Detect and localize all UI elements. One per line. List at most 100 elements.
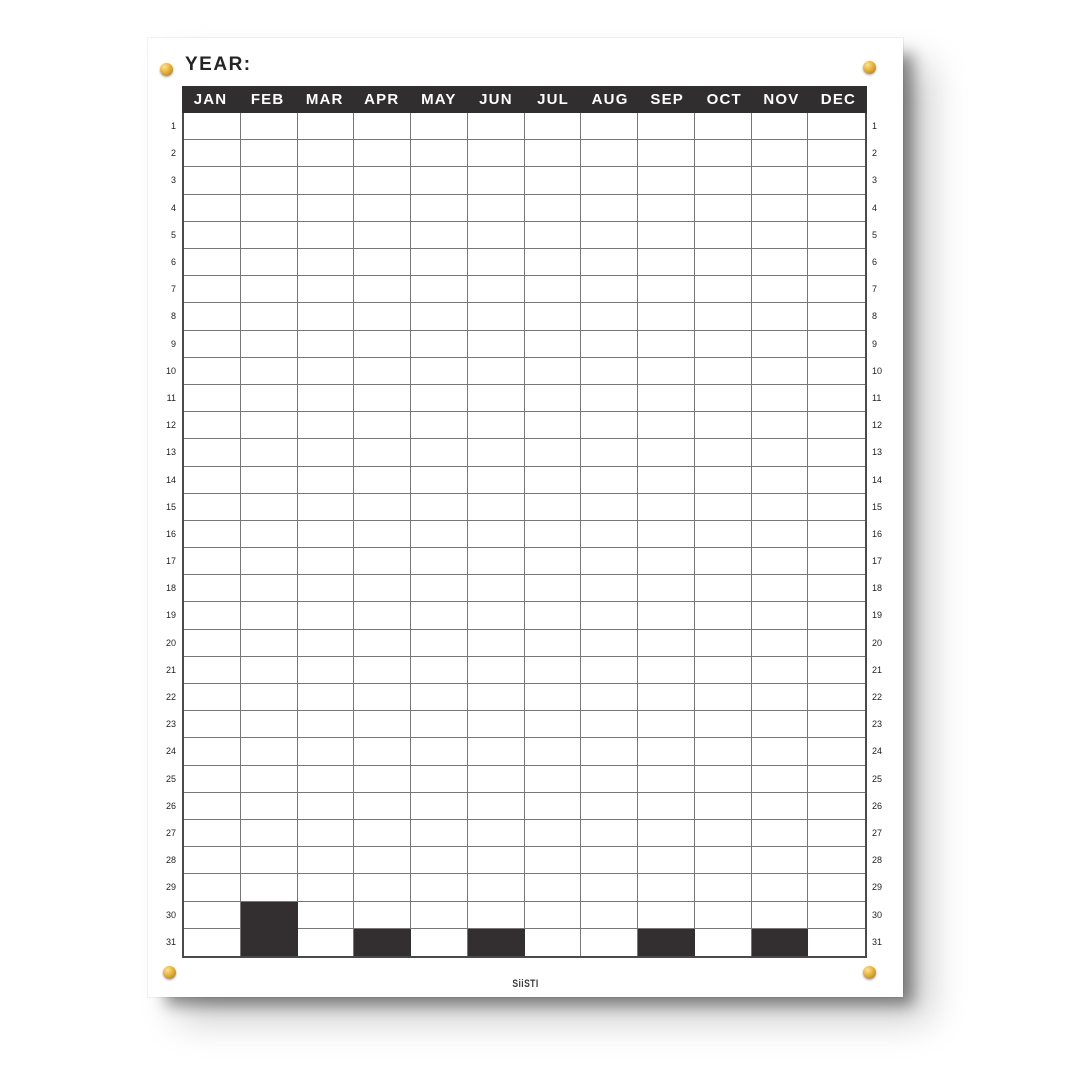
- grid-cell[interactable]: [240, 357, 298, 385]
- grid-cell[interactable]: [240, 792, 298, 821]
- grid-cell[interactable]: [297, 575, 355, 603]
- grid-cell[interactable]: [524, 357, 582, 385]
- grid-cell[interactable]: [240, 738, 298, 766]
- grid-cell[interactable]: [751, 792, 809, 821]
- grid-cell[interactable]: [184, 765, 241, 793]
- grid-cell[interactable]: [524, 194, 582, 222]
- grid-cell[interactable]: [240, 248, 298, 277]
- grid-cell[interactable]: [297, 167, 355, 195]
- grid-cell[interactable]: [694, 248, 752, 277]
- grid-cell[interactable]: [751, 330, 809, 358]
- grid-cell[interactable]: [524, 901, 582, 929]
- grid-cell[interactable]: [297, 357, 355, 385]
- grid-cell[interactable]: [581, 629, 638, 657]
- grid-cell[interactable]: [808, 929, 865, 956]
- grid-cell[interactable]: [354, 520, 411, 549]
- grid-cell[interactable]: [751, 765, 809, 793]
- grid-cell[interactable]: [297, 738, 355, 766]
- grid-cell[interactable]: [354, 276, 411, 304]
- grid-cell[interactable]: [808, 140, 865, 168]
- grid-cell[interactable]: [694, 466, 752, 494]
- grid-cell[interactable]: [694, 656, 752, 685]
- grid-cell[interactable]: [751, 303, 809, 331]
- grid-cell[interactable]: [240, 575, 298, 603]
- grid-cell[interactable]: [694, 167, 752, 195]
- grid-cell[interactable]: [808, 195, 865, 222]
- grid-cell[interactable]: [411, 357, 468, 385]
- grid-cell[interactable]: [694, 575, 752, 603]
- grid-cell[interactable]: [184, 357, 241, 385]
- grid-cell[interactable]: [467, 765, 525, 793]
- grid-cell[interactable]: [184, 167, 241, 195]
- grid-cell[interactable]: [184, 248, 241, 277]
- grid-cell[interactable]: [184, 738, 241, 766]
- grid-cell[interactable]: [638, 548, 695, 576]
- grid-cell[interactable]: [240, 439, 298, 467]
- grid-cell[interactable]: [467, 847, 525, 875]
- grid-cell[interactable]: [694, 738, 752, 766]
- grid-cell[interactable]: [297, 820, 355, 848]
- grid-cell[interactable]: [638, 276, 695, 304]
- grid-cell[interactable]: [184, 820, 241, 848]
- grid-cell[interactable]: [184, 711, 241, 739]
- grid-cell[interactable]: [411, 629, 468, 657]
- grid-cell[interactable]: [638, 711, 695, 739]
- grid-cell[interactable]: [694, 439, 752, 467]
- grid-cell[interactable]: [524, 847, 582, 875]
- grid-cell[interactable]: [751, 901, 809, 929]
- grid-cell[interactable]: [467, 820, 525, 848]
- grid-cell[interactable]: [354, 684, 411, 712]
- grid-cell[interactable]: [638, 167, 695, 195]
- grid-cell[interactable]: [751, 221, 809, 249]
- grid-cell[interactable]: [467, 113, 525, 141]
- grid-cell[interactable]: [240, 820, 298, 848]
- grid-cell[interactable]: [694, 520, 752, 549]
- grid-cell[interactable]: [184, 140, 241, 168]
- grid-cell[interactable]: [467, 874, 525, 902]
- grid-cell[interactable]: [467, 167, 525, 195]
- grid-cell[interactable]: [184, 548, 241, 576]
- grid-cell[interactable]: [411, 303, 468, 331]
- grid-cell[interactable]: [467, 629, 525, 657]
- grid-cell[interactable]: [467, 901, 525, 929]
- grid-cell[interactable]: [184, 384, 241, 413]
- grid-cell[interactable]: [298, 928, 355, 956]
- grid-cell[interactable]: [751, 466, 809, 494]
- grid-cell[interactable]: [751, 520, 809, 549]
- grid-cell[interactable]: [808, 167, 865, 195]
- grid-cell[interactable]: [184, 656, 241, 685]
- grid-cell[interactable]: [694, 194, 752, 222]
- grid-cell[interactable]: [638, 738, 695, 766]
- grid-cell[interactable]: [467, 738, 525, 766]
- grid-cell[interactable]: [808, 439, 865, 467]
- grid-cell[interactable]: [411, 493, 468, 521]
- grid-cell[interactable]: [581, 548, 638, 576]
- grid-cell[interactable]: [354, 493, 411, 521]
- grid-cell[interactable]: [184, 901, 241, 929]
- grid-cell[interactable]: [240, 684, 298, 712]
- grid-cell[interactable]: [467, 520, 525, 549]
- grid-cell[interactable]: [524, 384, 582, 413]
- grid-cell[interactable]: [751, 820, 809, 848]
- grid-cell[interactable]: [638, 602, 695, 630]
- grid-cell[interactable]: [581, 384, 638, 413]
- grid-cell[interactable]: [354, 575, 411, 603]
- grid-cell[interactable]: [581, 221, 638, 249]
- grid-cell[interactable]: [240, 629, 298, 657]
- grid-cell[interactable]: [581, 901, 638, 929]
- grid-cell[interactable]: [524, 820, 582, 848]
- grid-cell[interactable]: [297, 384, 355, 413]
- grid-cell[interactable]: [808, 684, 865, 712]
- grid-cell[interactable]: [297, 656, 355, 685]
- grid-cell[interactable]: [240, 765, 298, 793]
- grid-cell[interactable]: [808, 521, 865, 549]
- grid-cell[interactable]: [581, 493, 638, 521]
- grid-cell[interactable]: [297, 493, 355, 521]
- grid-cell[interactable]: [467, 330, 525, 358]
- grid-cell[interactable]: [695, 928, 752, 956]
- grid-cell[interactable]: [411, 901, 468, 929]
- grid-cell[interactable]: [354, 765, 411, 793]
- grid-cell[interactable]: [808, 249, 865, 277]
- grid-cell[interactable]: [184, 874, 241, 902]
- grid-cell[interactable]: [411, 874, 468, 902]
